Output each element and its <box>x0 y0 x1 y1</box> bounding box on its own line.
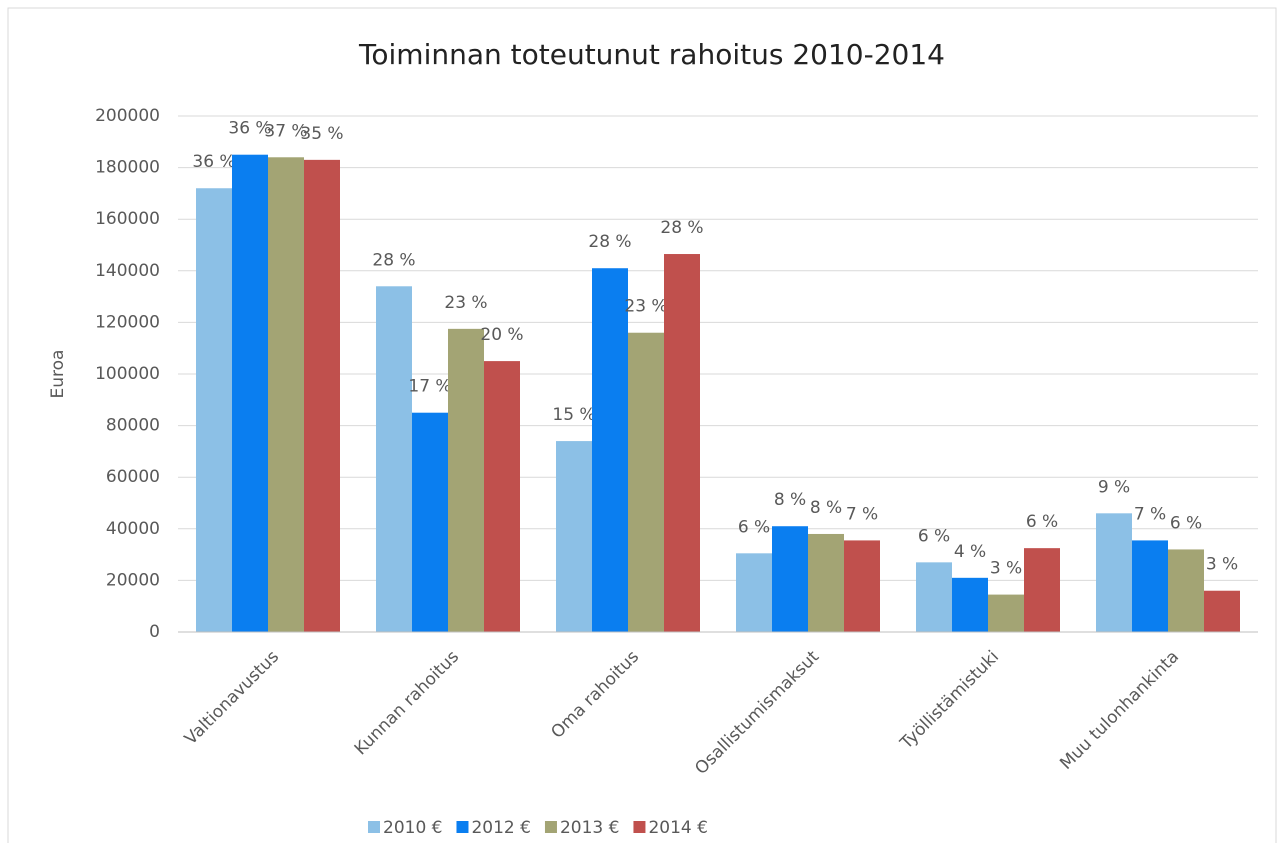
legend-label: 2014 € <box>648 818 707 838</box>
data-label: 6 % <box>918 526 950 546</box>
bar <box>196 188 232 633</box>
legend-swatch <box>456 821 469 833</box>
bar <box>1024 548 1060 632</box>
data-label: 23 % <box>624 297 667 317</box>
bar <box>772 526 808 632</box>
data-label: 23 % <box>444 293 487 313</box>
y-axis-label: Euroa <box>48 350 68 399</box>
chart-title: Toiminnan toteutunut rahoitus 2010-2014 <box>358 38 945 71</box>
bar <box>304 159 340 633</box>
bar <box>1132 540 1168 632</box>
bar <box>1168 549 1204 632</box>
legend-label: 2010 € <box>383 818 442 838</box>
y-tick-label: 180000 <box>95 158 160 178</box>
legend-label: 2013 € <box>560 818 619 838</box>
data-label: 35 % <box>300 124 343 144</box>
legend-label: 2012 € <box>471 818 530 838</box>
data-label: 36 % <box>228 119 271 139</box>
data-label: 20 % <box>480 325 523 345</box>
data-label: 9 % <box>1098 477 1130 497</box>
data-label: 6 % <box>1026 512 1058 532</box>
bar <box>916 562 952 632</box>
bar <box>628 332 664 632</box>
data-label: 28 % <box>660 218 703 238</box>
bar <box>736 553 772 632</box>
bar <box>988 594 1024 632</box>
bar <box>808 533 844 632</box>
data-label: 17 % <box>408 377 451 397</box>
y-tick-label: 20000 <box>106 570 160 590</box>
data-label: 7 % <box>1134 504 1166 524</box>
y-tick-label: 200000 <box>95 106 160 126</box>
data-label: 28 % <box>372 250 415 270</box>
y-tick-label: 100000 <box>95 364 160 384</box>
bar <box>376 286 412 632</box>
data-label: 37 % <box>264 121 307 141</box>
data-label: 6 % <box>1170 513 1202 533</box>
data-label: 3 % <box>1206 555 1238 575</box>
y-tick-label: 120000 <box>95 312 160 332</box>
bar <box>556 441 592 632</box>
legend-swatch <box>368 821 380 833</box>
data-label: 3 % <box>990 559 1022 579</box>
data-label: 36 % <box>192 152 235 172</box>
legend-swatch <box>544 821 557 833</box>
bar <box>1204 590 1240 632</box>
data-label: 15 % <box>552 405 595 425</box>
y-tick-label: 160000 <box>95 209 160 229</box>
bar <box>232 154 268 632</box>
bar <box>268 157 304 632</box>
bar <box>952 577 988 632</box>
bar <box>448 328 484 632</box>
y-tick-label: 0 <box>149 622 160 642</box>
y-tick-label: 60000 <box>106 467 160 487</box>
bar <box>664 254 700 632</box>
bar <box>1096 513 1132 632</box>
data-label: 28 % <box>588 232 631 252</box>
bar <box>844 540 880 632</box>
bar <box>484 361 520 632</box>
legend-swatch <box>633 821 646 833</box>
y-tick-label: 80000 <box>106 416 160 436</box>
y-tick-label: 40000 <box>106 519 160 539</box>
data-label: 4 % <box>954 542 986 562</box>
y-tick-label: 140000 <box>95 261 160 281</box>
data-label: 8 % <box>774 490 806 510</box>
data-label: 6 % <box>738 517 770 537</box>
data-label: 7 % <box>846 504 878 524</box>
bar <box>412 412 448 632</box>
bar <box>592 268 628 632</box>
data-label: 8 % <box>810 498 842 518</box>
